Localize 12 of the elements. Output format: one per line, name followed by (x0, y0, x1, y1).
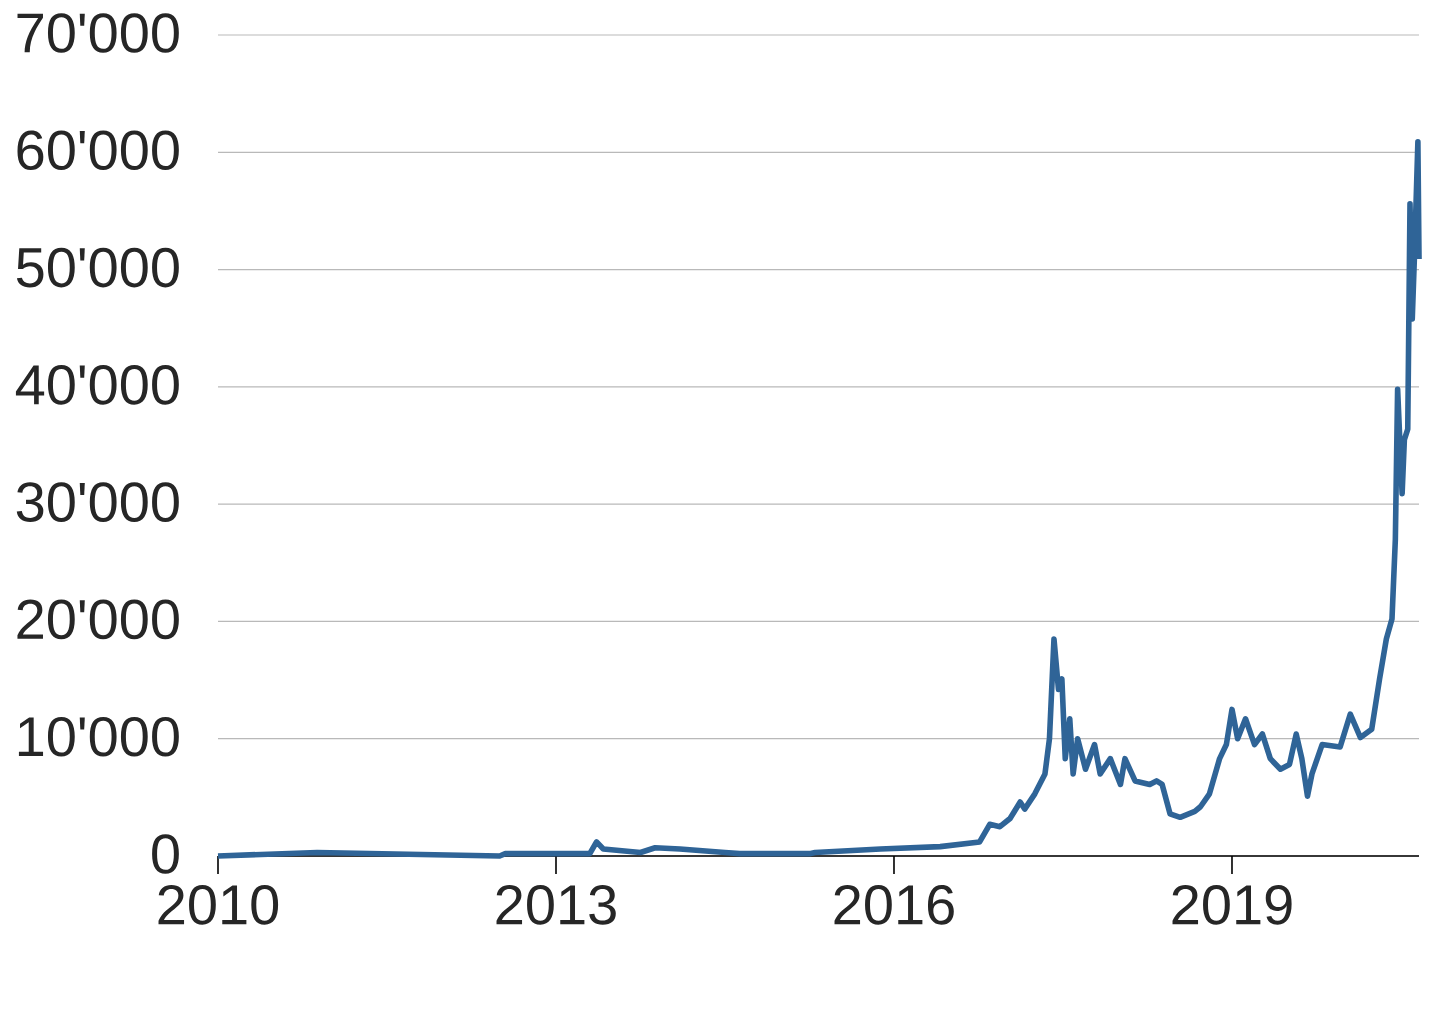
y-tick-label: 10'000 (18, 716, 179, 757)
y-tick-label: 20'000 (17, 599, 179, 640)
y-tick-label: 0 (152, 834, 179, 874)
x-tick-label: 2016 (834, 885, 954, 925)
x-tick-label: 2013 (496, 885, 616, 925)
x-tick-label: 2010 (158, 885, 279, 925)
y-tick-label: 60'000 (17, 130, 179, 171)
y-tick-label: 50'000 (16, 247, 179, 288)
y-tick-label: 40'000 (15, 365, 179, 405)
y-tick-label: 70'000 (17, 13, 179, 53)
y-tick-label: 30'000 (16, 482, 179, 522)
x-tick-label: 2019 (1172, 885, 1292, 925)
